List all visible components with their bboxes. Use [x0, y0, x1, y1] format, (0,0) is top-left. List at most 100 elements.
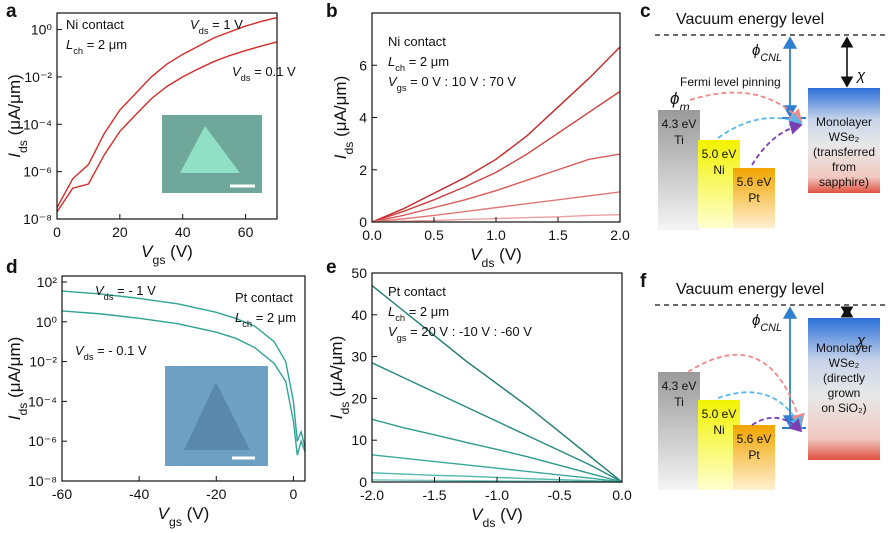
- x-axis-label-part: (V): [494, 245, 521, 264]
- pinning-label: Fermi level pinning: [680, 75, 781, 89]
- x-tick-label: 40: [175, 224, 191, 240]
- semiconductor-label: WSe₂: [829, 356, 860, 370]
- vacuum-label: Vacuum energy level: [676, 281, 824, 298]
- data-line: [371, 90, 621, 223]
- y-tick-label: 2: [359, 162, 367, 178]
- x-axis-label-part: (V): [182, 504, 209, 523]
- x-axis-label: Vds (V): [470, 245, 522, 270]
- metal-energy: 5.6 eV: [737, 432, 772, 446]
- annotation-part: ch: [73, 46, 83, 56]
- annotation: Lch = 2 μm: [388, 304, 449, 323]
- annotation-part: ch: [395, 313, 405, 323]
- semiconductor-label: (transferred: [813, 145, 875, 159]
- x-tick-label: -2.0: [360, 487, 384, 503]
- x-tick-label: 0.5: [424, 227, 444, 243]
- x-tick-label: -1.5: [422, 487, 446, 503]
- y-tick-label: 10⁻²: [29, 354, 57, 370]
- x-axis-label: Vgs (V): [158, 504, 210, 529]
- data-line: [371, 46, 621, 223]
- data-line: [371, 454, 623, 483]
- y-tick-label: 4: [359, 110, 367, 126]
- y-tick-label: 10⁻⁶: [23, 164, 52, 180]
- phi-cnl-label-part: ϕ: [752, 42, 760, 59]
- semiconductor-band: [808, 318, 880, 460]
- y-tick-label: 40: [351, 307, 367, 323]
- phi-cnl-label: ϕCNL: [752, 312, 782, 334]
- y-tick-label: 10⁻⁴: [23, 116, 52, 132]
- y-tick-label: 10⁻⁶: [28, 433, 57, 449]
- metal-energy: 5.6 eV: [737, 175, 772, 189]
- annotation-part: gs: [397, 333, 407, 343]
- semiconductor-label: from: [832, 160, 856, 174]
- annotation: Pt contact: [235, 290, 293, 305]
- annotation-part: = 1 V: [209, 17, 244, 32]
- phi-m-label-part: ϕ: [670, 89, 679, 108]
- annotation: Vds = 1 V: [190, 17, 243, 36]
- chi-label: χ: [855, 67, 866, 84]
- semiconductor-label: Monolayer: [816, 341, 872, 355]
- y-axis-label: Ids (μA/μm): [327, 336, 352, 420]
- x-tick-label: -20: [206, 486, 226, 502]
- annotation-part: = 2 μm: [252, 310, 296, 325]
- metal-block: [733, 425, 775, 490]
- semiconductor-label: sapphire): [819, 175, 869, 189]
- y-axis-label-part: (μA/μm): [331, 76, 350, 142]
- transfer-arrow: [689, 91, 803, 123]
- x-tick-label: -1.0: [485, 487, 509, 503]
- transfer-arrow: [751, 416, 803, 433]
- metal-energy: 5.0 eV: [702, 147, 737, 161]
- annotation: Vgs = 0 V : 10 V : 70 V: [388, 74, 516, 93]
- vacuum-label: Vacuum energy level: [676, 11, 824, 28]
- annotation: Vds = 0.1 V: [232, 64, 296, 83]
- annotation-part: = 0.1 V: [251, 64, 296, 79]
- metal-name: Ti: [674, 133, 684, 147]
- annotation: Vds = - 0.1 V: [75, 343, 147, 362]
- annotation: Lch = 2 μm: [66, 37, 127, 56]
- data-line: [56, 41, 278, 213]
- x-tick-label: 20: [112, 224, 128, 240]
- annotation-part: ds: [84, 352, 94, 362]
- metal-name: Pt: [748, 448, 760, 462]
- x-axis-label-part: (V): [165, 242, 192, 261]
- annotation-part: gs: [397, 83, 407, 93]
- x-tick-label: 0: [290, 486, 298, 502]
- annotation: Lch = 2 μm: [388, 54, 449, 73]
- y-tick-label: 10⁻⁴: [28, 393, 57, 409]
- x-tick-label: 0.0: [612, 487, 632, 503]
- semiconductor-label: WSe₂: [829, 130, 860, 144]
- y-axis-label-part: I: [331, 154, 350, 159]
- x-axis-label-part: gs: [169, 515, 182, 529]
- annotation-part: = - 1 V: [114, 283, 157, 298]
- annotation-part: L: [66, 37, 73, 52]
- semiconductor-label: Monolayer: [816, 115, 872, 129]
- x-tick-label: -40: [129, 486, 149, 502]
- y-axis-label-part: ds: [16, 140, 30, 153]
- phi-cnl-label-part: CNL: [760, 322, 782, 334]
- annotation-part: V: [388, 324, 398, 339]
- phi-cnl-label-part: ϕ: [752, 312, 760, 329]
- phi-m-label: ϕm: [670, 89, 690, 114]
- annotation-part: ch: [242, 319, 252, 329]
- data-line: [371, 153, 621, 223]
- annotation: Pt contact: [388, 284, 446, 299]
- annotation-part: ch: [395, 63, 405, 73]
- y-axis-label-part: ds: [16, 403, 30, 416]
- y-tick-label: 10⁰: [31, 22, 53, 38]
- x-axis-label: Vgs (V): [141, 242, 193, 267]
- data-line: [371, 362, 623, 483]
- x-tick-label: -0.5: [547, 487, 571, 503]
- annotation-part: ds: [104, 292, 114, 302]
- y-tick-label: 50: [351, 265, 367, 281]
- data-line: [371, 191, 621, 223]
- panel-label: f: [640, 271, 647, 292]
- panel-label: b: [326, 1, 338, 22]
- y-tick-label: 20: [351, 390, 367, 406]
- x-tick-label: 1.5: [548, 227, 568, 243]
- x-axis-label-part: ds: [483, 516, 496, 530]
- y-axis-label-part: (μA/μm): [327, 336, 346, 402]
- y-tick-label: 10²: [37, 274, 58, 290]
- annotation-part: L: [388, 54, 395, 69]
- metal-name: Ni: [713, 423, 724, 437]
- y-tick-label: 0: [359, 214, 367, 230]
